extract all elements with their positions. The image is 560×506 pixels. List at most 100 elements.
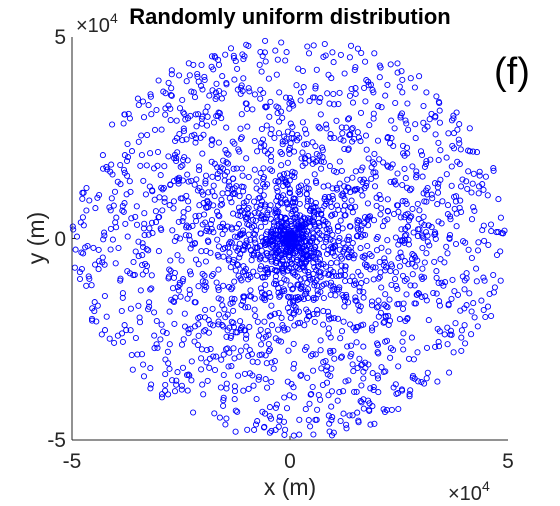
scatter-point <box>329 49 336 56</box>
scatter-point <box>117 161 124 169</box>
scatter-point <box>357 233 365 240</box>
scatter-point <box>227 334 234 341</box>
scatter-point <box>404 314 411 322</box>
scatter-point <box>256 373 263 380</box>
scatter-point <box>237 125 244 132</box>
scatter-point <box>384 162 391 169</box>
scatter-point <box>388 406 395 413</box>
scatter-point <box>439 198 446 205</box>
scatter-point <box>173 233 180 241</box>
scatter-point <box>134 95 141 102</box>
scatter-point <box>453 109 460 116</box>
scatter-point <box>325 412 332 419</box>
scatter-point <box>342 277 349 285</box>
scatter-point <box>370 110 377 117</box>
scatter-point <box>219 73 226 80</box>
scatter-point <box>468 254 475 262</box>
scatter-point <box>405 126 412 133</box>
scatter-point <box>208 216 216 224</box>
scatter-point <box>437 147 444 154</box>
scatter-point <box>204 197 211 204</box>
scatter-point <box>422 293 429 300</box>
scatter-point <box>179 364 187 371</box>
scatter-point <box>261 423 268 430</box>
scatter-point <box>393 390 400 397</box>
scatter-point <box>292 263 300 270</box>
scatter-point <box>382 267 389 274</box>
scatter-point <box>196 167 203 174</box>
scatter-point <box>423 250 430 257</box>
scatter-point <box>317 396 324 403</box>
scatter-point <box>172 137 179 145</box>
scatter-point <box>211 410 218 417</box>
scatter-point <box>418 273 425 280</box>
scatter-point <box>421 198 428 205</box>
scatter-point <box>215 318 222 325</box>
scatter-point <box>305 272 312 279</box>
scatter-point <box>366 122 373 129</box>
scatter-point <box>409 260 416 267</box>
scatter-point <box>283 216 290 223</box>
scatter-point <box>310 431 317 438</box>
scatter-point <box>357 245 364 252</box>
scatter-point <box>397 114 404 121</box>
scatter-point <box>287 315 294 322</box>
scatter-point <box>338 124 345 131</box>
scatter-point <box>213 353 220 360</box>
scatter-point <box>251 306 258 313</box>
scatter-point <box>267 293 274 300</box>
scatter-point <box>135 101 142 109</box>
scatter-point <box>233 183 240 190</box>
scatter-point <box>365 214 372 221</box>
scatter-point <box>298 217 305 224</box>
scatter-point <box>364 242 371 250</box>
scatter-point <box>148 219 156 226</box>
scatter-point <box>436 99 443 107</box>
scatter-point <box>446 235 453 242</box>
scatter-point <box>435 218 442 225</box>
scatter-point <box>340 192 347 200</box>
scatter-point <box>180 125 187 132</box>
scatter-point <box>179 137 186 144</box>
scatter-point <box>231 140 238 147</box>
scatter-point <box>249 106 256 113</box>
scatter-point <box>162 387 169 394</box>
scatter-point <box>275 423 282 430</box>
scatter-point <box>219 322 226 329</box>
scatter-point <box>337 217 344 224</box>
scatter-point <box>139 261 146 269</box>
scatter-point <box>112 260 119 267</box>
scatter-point <box>320 217 327 224</box>
scatter-point <box>372 264 379 271</box>
scatter-point <box>327 334 334 341</box>
scatter-point <box>245 85 252 92</box>
scatter-point <box>316 125 323 132</box>
scatter-point <box>468 216 476 223</box>
scatter-point <box>337 136 344 143</box>
scatter-point <box>297 182 305 189</box>
scatter-point <box>354 129 361 136</box>
scatter-point <box>303 191 310 198</box>
scatter-point <box>317 111 324 118</box>
scatter-point <box>240 199 247 206</box>
scatter-point <box>308 390 315 398</box>
scatter-point <box>262 219 269 226</box>
scatter-point <box>384 81 391 88</box>
scatter-point <box>186 232 193 239</box>
scatter-point <box>327 279 335 286</box>
scatter-point <box>203 204 210 211</box>
scatter-point <box>328 315 335 322</box>
scatter-point <box>281 287 288 295</box>
scatter-point <box>296 244 303 252</box>
scatter-point <box>257 266 264 273</box>
scatter-point <box>278 279 285 286</box>
scatter-point <box>279 237 286 244</box>
scatter-point <box>418 378 425 386</box>
scatter-point <box>175 287 182 294</box>
scatter-point <box>337 51 344 58</box>
scatter-point <box>234 408 241 415</box>
scatter-point <box>222 51 229 58</box>
scatter-point <box>490 165 497 172</box>
scatter-point <box>248 351 255 358</box>
scatter-point <box>232 190 239 198</box>
